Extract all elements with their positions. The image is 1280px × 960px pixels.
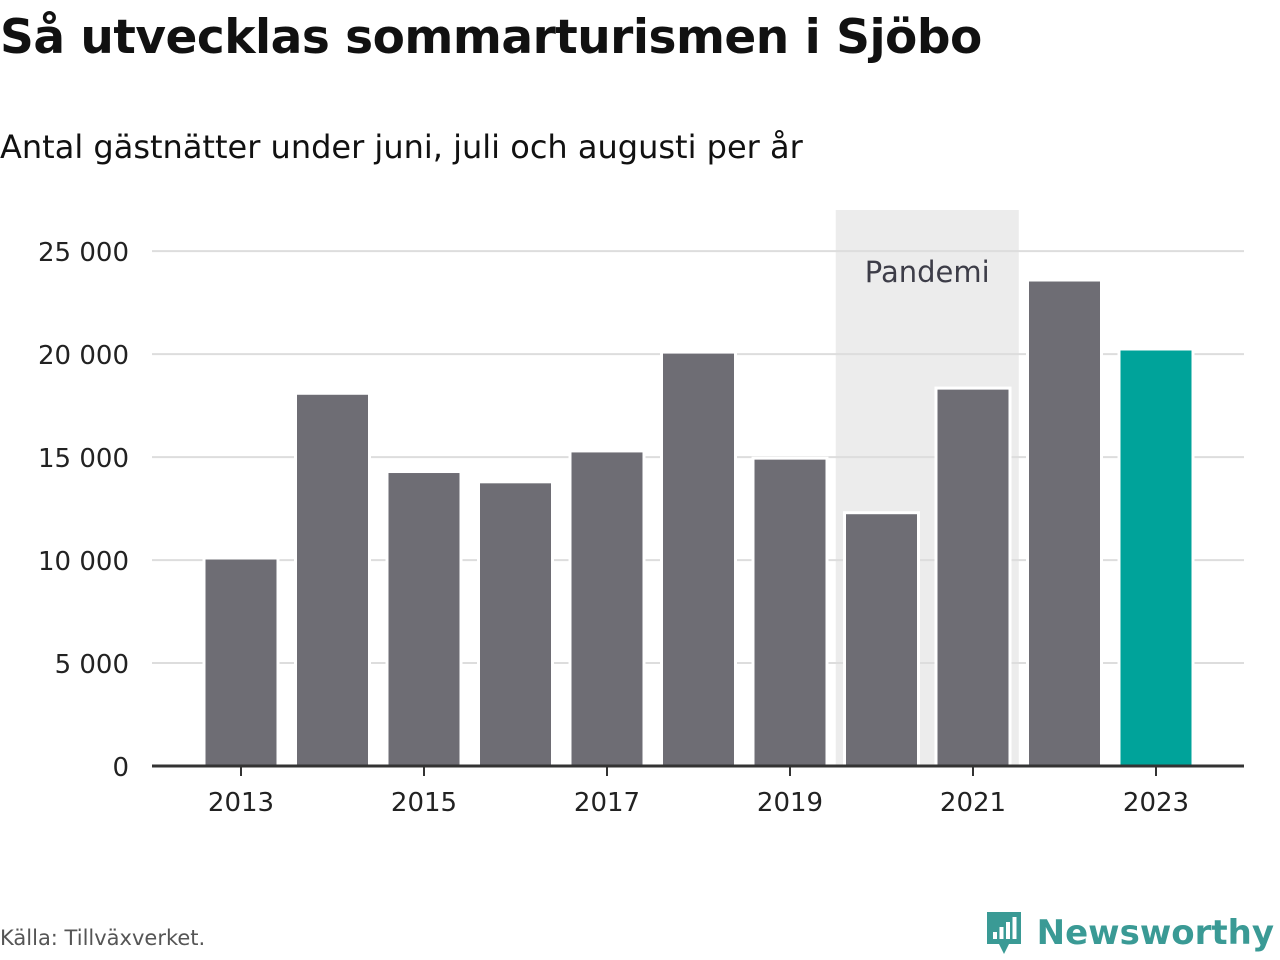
x-tick-label: 2019 <box>757 788 823 818</box>
bar <box>843 511 920 768</box>
bar <box>751 456 829 768</box>
bar <box>1026 278 1103 768</box>
bar <box>477 480 554 768</box>
bar <box>568 449 646 768</box>
brand-logo-link[interactable]: Newsworthy <box>985 910 1274 956</box>
source-note: Källa: Tillväxverket. <box>0 926 206 950</box>
chart-title: Så utvecklas sommarturismen i Sjöbo <box>0 10 982 65</box>
chart-subtitle: Antal gästnätter under juni, juli och au… <box>0 128 803 166</box>
bar <box>385 470 463 768</box>
x-tick-label: 2023 <box>1123 788 1189 818</box>
bar <box>294 391 371 768</box>
bar <box>202 556 280 768</box>
bar <box>934 386 1012 768</box>
brand-name: Newsworthy <box>1036 913 1274 953</box>
y-tick-label: 5 000 <box>55 650 129 680</box>
bar-chart: 0 5 000 10 000 15 000 20 000 25 000 Pandemi 201… <box>38 210 1244 818</box>
y-tick-label: 20 000 <box>38 341 129 371</box>
y-tick-label: 0 <box>112 753 129 783</box>
y-tick-label: 15 000 <box>38 444 129 474</box>
x-tick-label: 2015 <box>391 788 457 818</box>
newsworthy-logo-icon <box>986 912 1021 954</box>
x-tick-label: 2013 <box>208 788 274 818</box>
y-tick-label: 25 000 <box>38 238 129 268</box>
bar-highlight <box>1117 347 1195 768</box>
y-tick-label: 10 000 <box>38 547 129 577</box>
bar <box>660 350 737 768</box>
annotation-label: Pandemi <box>865 255 990 289</box>
x-tick-label: 2021 <box>940 788 1006 818</box>
x-tick-label: 2017 <box>574 788 640 818</box>
